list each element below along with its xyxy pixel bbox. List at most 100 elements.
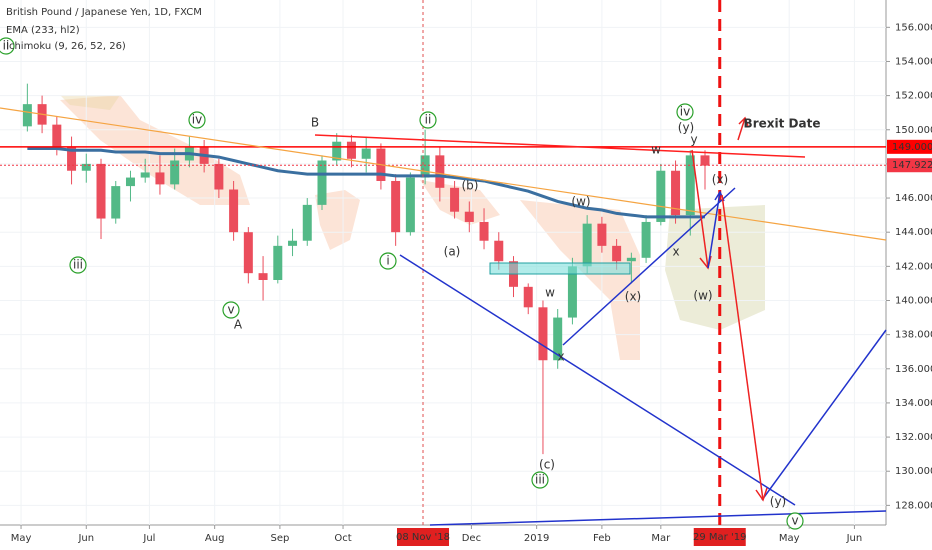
chart-title: British Pound / Japanese Yen, 1D, FXCM [6, 7, 202, 18]
y-tick-label: 144.000 [895, 227, 932, 238]
wave-label: iii [73, 258, 83, 272]
y-tick-label: 130.000 [895, 466, 932, 477]
wave-label: v [227, 303, 234, 317]
candle-body [332, 141, 342, 161]
wave-label: (c) [539, 458, 555, 472]
candle-body [170, 160, 180, 185]
candle-body [700, 155, 710, 166]
y-tick-label: 154.000 [895, 56, 932, 67]
candle-body [302, 204, 312, 241]
ema-line [27, 147, 706, 219]
candle-body [612, 245, 622, 262]
candle-body [626, 257, 636, 262]
candle-body [582, 223, 592, 267]
candle-body [641, 221, 651, 258]
x-tick-label: Feb [593, 533, 611, 544]
candle-body [155, 172, 165, 185]
plot [0, 0, 886, 525]
candle-body [553, 317, 563, 361]
x-tick-label: Sep [270, 533, 289, 544]
candle-body [258, 273, 268, 280]
wave-label: ii [425, 113, 432, 127]
candle-body [361, 148, 371, 159]
candle-body [494, 240, 504, 262]
candle-body [391, 180, 401, 233]
candle-body [479, 221, 489, 241]
candle-body [538, 307, 548, 361]
candle-body [125, 177, 135, 187]
wave-label: iv [680, 105, 690, 119]
candle-body [229, 189, 239, 233]
y-tick-label: 136.000 [895, 364, 932, 375]
candle-body [523, 286, 533, 308]
wave-label: (b) [462, 179, 479, 193]
wave-label: (w) [571, 195, 590, 209]
date-label: 29 Mar '19 [693, 532, 746, 543]
candle-body [52, 124, 62, 147]
candle-body [420, 155, 430, 178]
wave-label: B [311, 116, 319, 130]
wave-label: (x) [712, 173, 728, 187]
y-tick-label: 132.000 [895, 432, 932, 443]
wave-circle [531, 471, 549, 489]
y-tick-label: 134.000 [895, 398, 932, 409]
wave-label: Brexit Date [744, 117, 821, 131]
candle-body [288, 240, 298, 246]
wave-label: x [557, 350, 564, 364]
wave-label: (a) [444, 245, 461, 259]
legend-entry: EMA (233, hl2) [6, 25, 80, 36]
candle-body [111, 186, 121, 219]
wave-label: x [672, 245, 679, 259]
wave-circle [222, 301, 240, 319]
x-tick-label: 2019 [524, 533, 549, 544]
x-tick-label: May [11, 533, 32, 544]
y-tick-label: 156.000 [895, 22, 932, 33]
wave-label: (w) [693, 289, 712, 303]
wave-label: v [791, 514, 798, 528]
y-tick-label: 138.000 [895, 330, 932, 341]
candle-body [96, 163, 106, 219]
price-label: 147.922 [892, 160, 932, 171]
candle-body [214, 163, 224, 190]
x-tick-label: Dec [462, 533, 481, 544]
x-tick-label: Jun [77, 533, 94, 544]
x-tick-label: Mar [651, 533, 671, 544]
price-axis [886, 0, 932, 525]
wave-circle [188, 111, 206, 129]
x-tick-label: Jul [142, 533, 155, 544]
candle-body [317, 160, 327, 205]
price-label-box [887, 139, 932, 154]
candle-body [685, 155, 695, 216]
drawings [0, 107, 887, 526]
x-tick-label: Aug [205, 533, 225, 544]
candle-body [656, 170, 666, 222]
candle-body [567, 266, 577, 318]
wave-circle [379, 252, 397, 270]
y-tick-label: 152.000 [895, 91, 932, 102]
y-tick-label: 140.000 [895, 295, 932, 306]
wave-circle [69, 256, 87, 274]
y-tick-label: 128.000 [895, 500, 932, 511]
y-tick-label: 142.000 [895, 261, 932, 272]
legend-entry: Ichimoku (9, 26, 52, 26) [6, 41, 126, 52]
wave-circle [419, 111, 437, 129]
price-label-box [887, 158, 932, 173]
y-tick-label: 146.000 [895, 193, 932, 204]
candle-body [140, 172, 150, 178]
candle-body [273, 245, 283, 280]
candle-body [435, 155, 445, 188]
candle-body [464, 211, 474, 222]
wave-label: iii [535, 473, 545, 487]
wave-label: (y) [678, 121, 694, 135]
wave-label: i [386, 254, 389, 268]
candle-body [450, 187, 460, 212]
wave-label: w [651, 143, 661, 157]
candle-body [67, 146, 77, 171]
candle-body [597, 223, 607, 246]
wave-circle [0, 37, 15, 55]
wave-label: (x) [625, 290, 641, 304]
candle-body [81, 163, 91, 171]
date-label: 08 Nov '18 [396, 532, 450, 543]
wave-label: y [690, 133, 697, 147]
